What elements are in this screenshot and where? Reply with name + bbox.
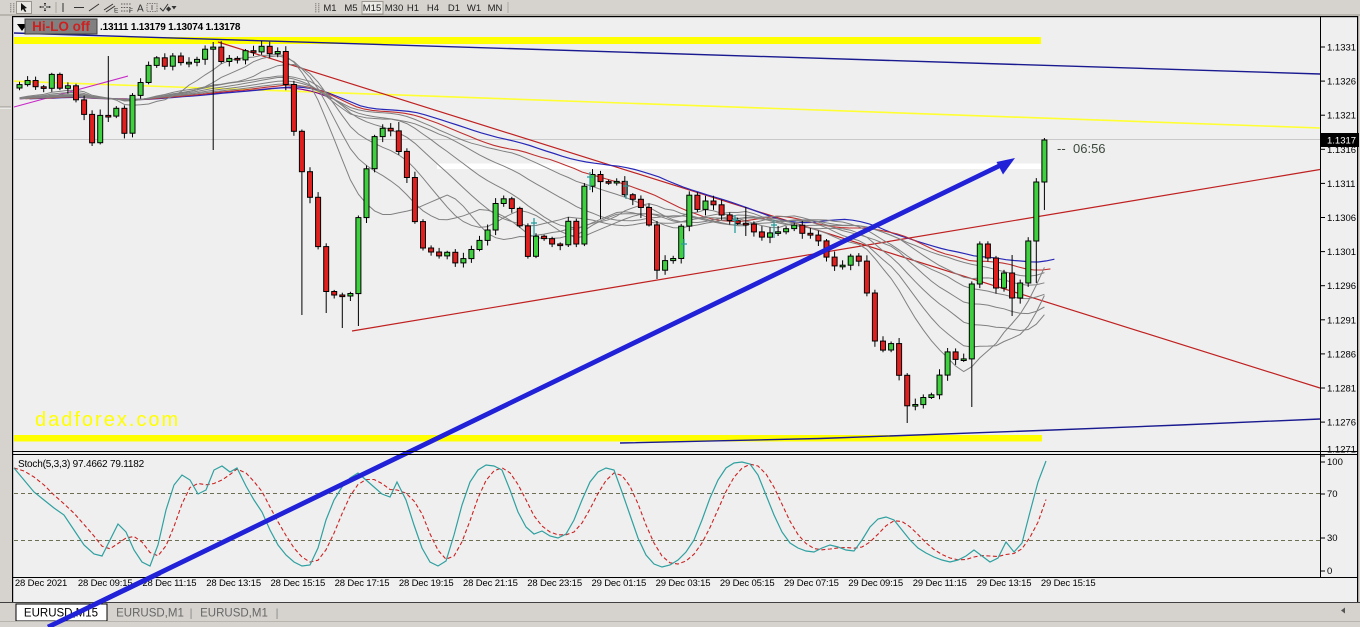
- svg-text:Hi-LO off: Hi-LO off: [32, 19, 90, 34]
- svg-text:1.1311: 1.1311: [1327, 179, 1355, 190]
- svg-text:|: |: [190, 608, 193, 620]
- svg-text:E: E: [114, 8, 119, 15]
- svg-text:1.1331: 1.1331: [1327, 43, 1356, 54]
- svg-text:1.1291: 1.1291: [1327, 315, 1356, 326]
- svg-text:1.1276: 1.1276: [1327, 418, 1356, 429]
- svg-text:0: 0: [1327, 566, 1332, 577]
- svg-text:1.1296: 1.1296: [1327, 281, 1356, 292]
- svg-text:100: 100: [1327, 457, 1343, 468]
- svg-text:D1: D1: [448, 3, 460, 14]
- svg-text:28 Dec 09:15: 28 Dec 09:15: [78, 578, 133, 589]
- svg-text:29 Dec 03:15: 29 Dec 03:15: [656, 578, 711, 589]
- svg-text:29 Dec 07:15: 29 Dec 07:15: [784, 578, 839, 589]
- svg-text:A: A: [137, 4, 144, 15]
- svg-text:29 Dec 01:15: 29 Dec 01:15: [591, 578, 646, 589]
- svg-text:--: --: [1057, 141, 1066, 156]
- svg-text:1.1306: 1.1306: [1327, 213, 1356, 224]
- svg-text:EURUSD,M1: EURUSD,M1: [116, 608, 184, 620]
- svg-text:MN: MN: [488, 3, 503, 14]
- svg-text:Stoch(5,3,3) 97.4662 79.1182: Stoch(5,3,3) 97.4662 79.1182: [18, 459, 145, 470]
- svg-text:M5: M5: [344, 3, 357, 14]
- svg-text:28 Dec 17:15: 28 Dec 17:15: [335, 578, 390, 589]
- svg-text:06:56: 06:56: [1073, 141, 1106, 156]
- svg-text:1.1271: 1.1271: [1327, 445, 1356, 456]
- svg-text:29 Dec 13:15: 29 Dec 13:15: [977, 578, 1032, 589]
- svg-text:30: 30: [1327, 533, 1338, 544]
- svg-text:F: F: [129, 8, 133, 15]
- svg-text:.13111 1.13179 1.13074 1.13178: .13111 1.13179 1.13074 1.13178: [100, 22, 241, 33]
- svg-text:1.1281: 1.1281: [1327, 384, 1356, 395]
- svg-text:29 Dec 15:15: 29 Dec 15:15: [1041, 578, 1096, 589]
- svg-text:28 Dec 2021: 28 Dec 2021: [15, 578, 67, 589]
- svg-text:70: 70: [1327, 489, 1338, 500]
- svg-text:28 Dec 13:15: 28 Dec 13:15: [206, 578, 261, 589]
- svg-text:M30: M30: [385, 3, 403, 14]
- svg-text:M1: M1: [323, 3, 336, 14]
- svg-text:28 Dec 21:15: 28 Dec 21:15: [463, 578, 518, 589]
- svg-text:1.1301: 1.1301: [1327, 247, 1356, 258]
- svg-text:H1: H1: [407, 3, 419, 14]
- svg-text:H4: H4: [427, 3, 439, 14]
- svg-text:29 Dec 05:15: 29 Dec 05:15: [720, 578, 775, 589]
- svg-text:1.1316: 1.1316: [1327, 145, 1356, 156]
- svg-text:29 Dec 09:15: 29 Dec 09:15: [848, 578, 903, 589]
- svg-text:1.1321: 1.1321: [1327, 111, 1356, 122]
- svg-text:M15: M15: [363, 3, 381, 14]
- svg-text:29 Dec 11:15: 29 Dec 11:15: [913, 578, 967, 589]
- svg-text:28 Dec 11:15: 28 Dec 11:15: [142, 578, 196, 589]
- svg-text:|: |: [276, 608, 279, 620]
- svg-text:28 Dec 19:15: 28 Dec 19:15: [399, 578, 454, 589]
- svg-text:EURUSD,M1: EURUSD,M1: [200, 608, 268, 620]
- svg-text:W1: W1: [467, 3, 481, 14]
- svg-text:28 Dec 15:15: 28 Dec 15:15: [270, 578, 325, 589]
- svg-text:dadforex.com: dadforex.com: [35, 409, 180, 431]
- svg-text:1.1317: 1.1317: [1327, 136, 1356, 147]
- svg-text:1.1326: 1.1326: [1327, 77, 1356, 88]
- svg-text:1.1286: 1.1286: [1327, 349, 1356, 360]
- svg-text:28 Dec 23:15: 28 Dec 23:15: [527, 578, 582, 589]
